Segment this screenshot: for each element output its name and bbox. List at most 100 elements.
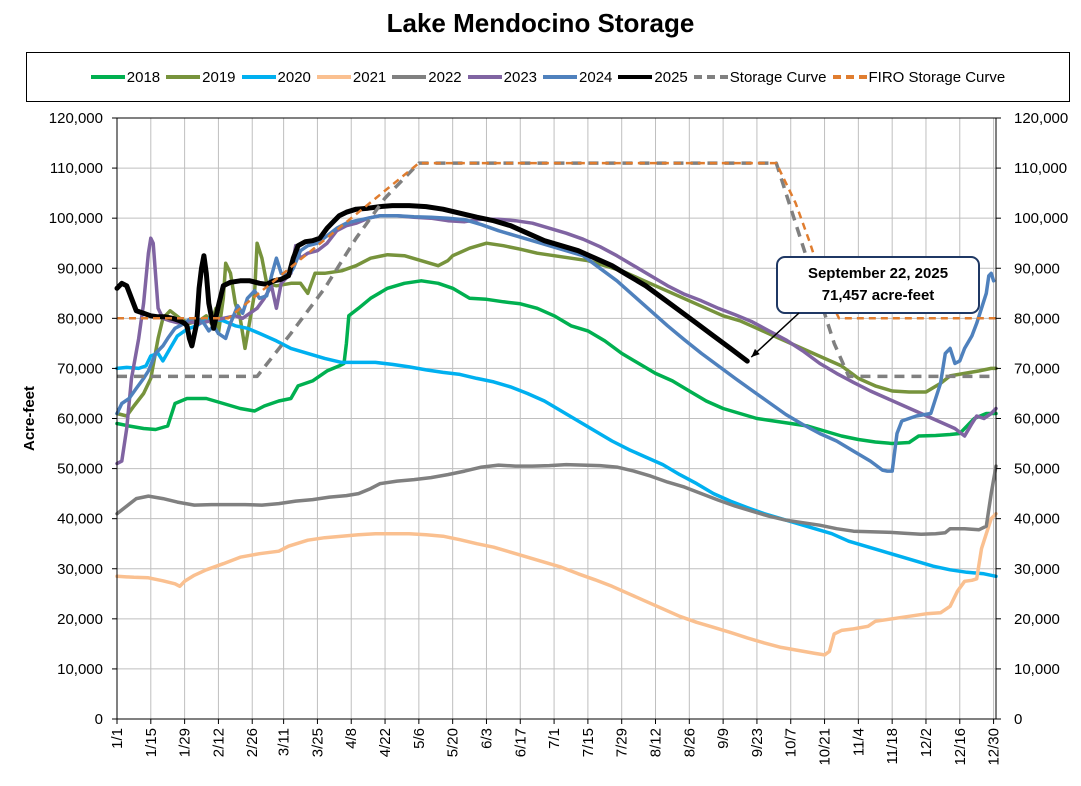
y-tick-label-left: 110,000 (50, 160, 103, 177)
y-tick-label-left: 50,000 (57, 461, 103, 478)
y-tick-label-left: 100,000 (49, 210, 103, 227)
legend-item: Storage Curve (693, 68, 827, 86)
x-tick-label: 11/4 (850, 728, 867, 756)
x-tick-label: 12/30 (986, 728, 1003, 766)
legend-item: 2018 (90, 68, 161, 86)
callout-text: 71,457 acre-feet (822, 287, 935, 304)
series-line-2022 (115, 462, 998, 536)
legend-swatch (316, 75, 351, 79)
y-tick-label-left: 70,000 (57, 360, 103, 377)
legend-label: 2018 (126, 68, 161, 86)
x-tick-label: 3/25 (309, 728, 326, 757)
legend-label: 2021 (352, 68, 387, 86)
legend-label: Storage Curve (729, 68, 827, 86)
callout-box (776, 256, 980, 314)
legend-item: 2022 (392, 68, 462, 86)
legend-swatch (618, 75, 653, 79)
gridlines (116, 117, 996, 720)
chart-legend: 2018 2019 2020 2021 2022 2023 2024 2025 Storage … (26, 52, 1070, 102)
x-tick-label: 12/2 (918, 728, 935, 757)
legend-swatch (166, 75, 201, 79)
plot-frame (116, 117, 997, 720)
legend-item: 2025 (618, 68, 688, 86)
legend-label: 2023 (503, 68, 538, 86)
legend-swatch (241, 75, 276, 79)
legend-label: 2020 (277, 68, 311, 86)
y-tick-label-left: 40,000 (57, 511, 103, 528)
tick-labels: 0 0 10,000 10,000 20,000 20,000 30,000 30,000 40… (21, 110, 1068, 766)
x-tick-label: 1/1 (109, 728, 126, 749)
y-axis-title: Acre-feet (21, 386, 38, 451)
y-tick-label-right: 30,000 (1014, 561, 1060, 578)
series-line-2021 (115, 511, 998, 657)
x-tick-label: 3/11 (276, 728, 293, 756)
x-tick-label: 12/16 (952, 728, 969, 766)
y-tick-label-right: 0 (1014, 711, 1022, 728)
x-tick-label: 11/18 (884, 728, 901, 764)
y-tick-label-right: 70,000 (1014, 360, 1060, 377)
y-tick-label-right: 20,000 (1014, 611, 1060, 628)
legend-label: 2019 (202, 68, 236, 86)
legend-item: 2023 (467, 68, 538, 86)
legend-item: 2021 (316, 68, 387, 86)
x-tick-label: 2/26 (244, 728, 261, 757)
y-tick-label-left: 30,000 (57, 561, 103, 578)
y-tick-label-left: 60,000 (57, 411, 103, 428)
series-line-2018 (115, 279, 998, 446)
callout-text: September 22, 2025 (808, 265, 948, 282)
legend-label: 2024 (579, 68, 613, 86)
legend-label: 2025 (654, 68, 688, 86)
x-tick-label: 4/22 (377, 728, 394, 757)
series-lines (114, 161, 998, 657)
y-tick-label-left: 90,000 (57, 260, 103, 277)
series-line-firo-storage-curve (117, 161, 996, 320)
x-tick-label: 10/21 (817, 728, 834, 766)
legend-item: 2020 (241, 68, 311, 86)
series-line-2025 (114, 203, 750, 364)
series-line-storage-curve (117, 161, 996, 379)
y-tick-label-right: 100,000 (1014, 210, 1068, 227)
y-tick-label-left: 20,000 (57, 611, 103, 628)
y-tick-label-left: 120,000 (49, 110, 103, 127)
x-tick-label: 4/8 (343, 728, 360, 749)
x-tick-label: 1/15 (143, 728, 160, 757)
x-tick-label: 7/15 (580, 728, 597, 757)
x-tick-label: 8/26 (681, 728, 698, 757)
chart-title: Lake Mendocino Storage (386, 8, 695, 38)
legend-swatch (467, 75, 502, 79)
y-tick-label-right: 120,000 (1014, 110, 1068, 127)
x-tick-label: 5/6 (411, 728, 428, 749)
legend-swatch (90, 75, 125, 79)
callout-leader (750, 312, 800, 358)
x-tick-label: 7/1 (546, 728, 563, 749)
series-line-2020 (115, 316, 998, 579)
legend-swatch (693, 75, 728, 79)
x-tick-label: 10/7 (783, 728, 800, 757)
legend-swatch (392, 75, 427, 79)
x-tick-label: 6/17 (512, 728, 529, 757)
legend-item: FIRO Storage Curve (832, 68, 1006, 86)
y-tick-label-right: 90,000 (1014, 260, 1060, 277)
legend-swatch (832, 75, 867, 79)
x-tick-label: 5/20 (445, 728, 462, 757)
legend-label: FIRO Storage Curve (868, 68, 1006, 86)
legend-swatch (543, 75, 578, 79)
series-line-2024 (115, 213, 996, 473)
y-tick-label-left: 0 (95, 711, 103, 728)
y-tick-label-right: 50,000 (1014, 461, 1060, 478)
y-tick-label-left: 80,000 (57, 310, 103, 327)
x-tick-label: 2/12 (210, 728, 227, 757)
legend-label: 2022 (428, 68, 462, 86)
y-tick-label-right: 10,000 (1014, 661, 1060, 678)
legend-item: 2019 (166, 68, 236, 86)
x-tick-label: 7/29 (614, 728, 631, 757)
callout-arrowhead (751, 348, 760, 358)
y-tick-label-right: 60,000 (1014, 411, 1060, 428)
y-tick-label-right: 80,000 (1014, 310, 1060, 327)
y-tick-label-right: 110,000 (1014, 160, 1067, 177)
x-tick-label: 6/3 (478, 728, 495, 749)
y-tick-label-left: 10,000 (57, 661, 103, 678)
x-tick-label: 8/12 (648, 728, 665, 757)
legend-item: 2024 (543, 69, 612, 86)
